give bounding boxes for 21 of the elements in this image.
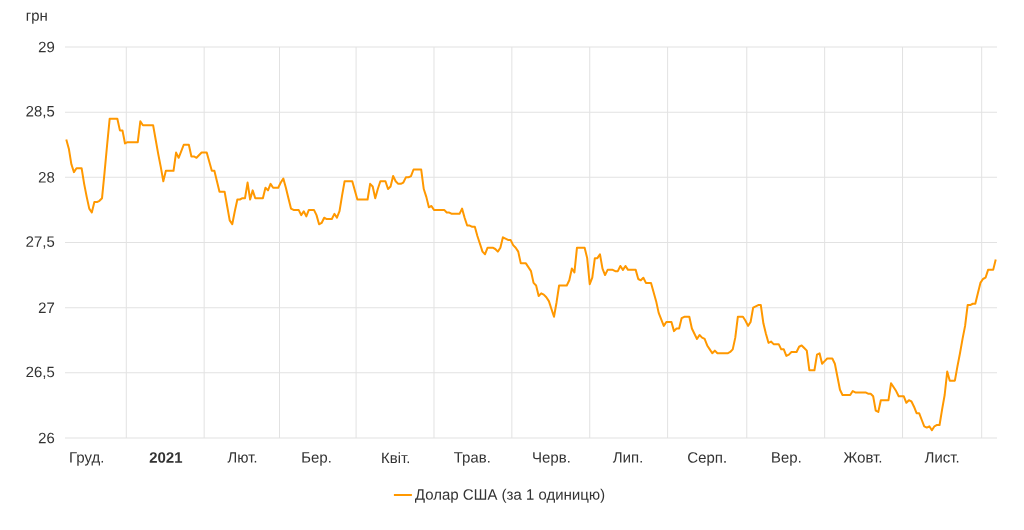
x-tick-label: Серп.	[688, 452, 726, 466]
y-tick-label: 26,5	[26, 366, 55, 380]
x-tick-label: 2021	[149, 452, 183, 463]
x-tick-label: Лют.	[227, 452, 257, 463]
x-tick-label: Жовт.	[843, 452, 882, 463]
x-tick-label: Вер.	[772, 452, 801, 466]
y-tick-label: 29	[38, 41, 55, 53]
x-tick-label: Трав.	[454, 452, 490, 466]
x-tick-label: Квіт.	[382, 452, 410, 464]
y-tick-label: 28	[38, 172, 55, 183]
y-tick-label: 27	[38, 302, 55, 313]
y-tick-label: 28,5	[26, 105, 55, 119]
x-tick-label: Бер.	[302, 452, 331, 466]
legend-label: Долар США (за 1 одиницю)	[415, 488, 605, 503]
y-axis-title: грн	[26, 12, 47, 24]
y-tick-label: 27,5	[26, 236, 55, 249]
x-tick-label: Черв.	[533, 452, 570, 466]
y-tick-label: 26	[38, 432, 55, 444]
x-tick-label: Груд.	[70, 452, 104, 466]
x-tick-label: Лист.	[924, 452, 959, 463]
x-tick-label: Лип.	[612, 452, 642, 463]
